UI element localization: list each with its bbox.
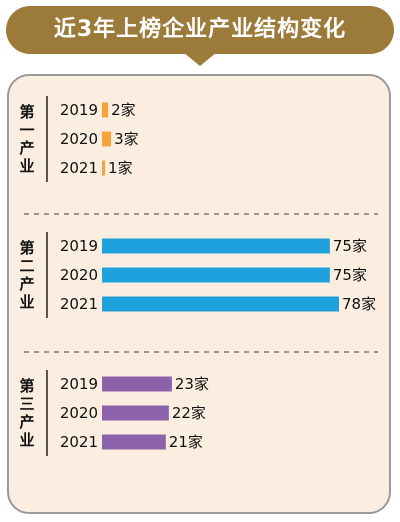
title-banner-pointer xyxy=(183,52,217,66)
year-label: 2021 xyxy=(60,159,98,177)
bar xyxy=(102,131,112,147)
year-label: 2019 xyxy=(60,237,98,255)
bar xyxy=(102,160,106,176)
chart-title: 近3年上榜企业产业结构变化 xyxy=(53,17,347,42)
value-label: 22家 xyxy=(172,404,206,422)
year-label: 2020 xyxy=(60,266,98,284)
bar xyxy=(102,296,339,312)
value-label: 1家 xyxy=(108,159,133,177)
value-label: 75家 xyxy=(333,237,367,255)
bar xyxy=(102,267,330,283)
bar xyxy=(102,376,172,392)
year-label: 2020 xyxy=(60,130,98,148)
value-label: 2家 xyxy=(111,101,136,119)
value-label: 78家 xyxy=(342,295,376,313)
year-label: 2019 xyxy=(60,101,98,119)
bar xyxy=(102,102,109,118)
value-label: 75家 xyxy=(333,266,367,284)
sector-label: 第一产业 xyxy=(19,103,34,175)
year-label: 2020 xyxy=(60,404,98,422)
value-label: 3家 xyxy=(114,130,139,148)
bar xyxy=(102,238,330,254)
chart-card xyxy=(7,74,391,514)
sector-label: 第二产业 xyxy=(19,239,34,311)
bar xyxy=(102,434,166,450)
bar xyxy=(102,405,169,421)
year-label: 2021 xyxy=(60,433,98,451)
sector-label: 第三产业 xyxy=(19,377,34,449)
year-label: 2021 xyxy=(60,295,98,313)
year-label: 2019 xyxy=(60,375,98,393)
value-label: 21家 xyxy=(169,433,203,451)
value-label: 23家 xyxy=(175,375,209,393)
title-banner xyxy=(6,6,394,54)
